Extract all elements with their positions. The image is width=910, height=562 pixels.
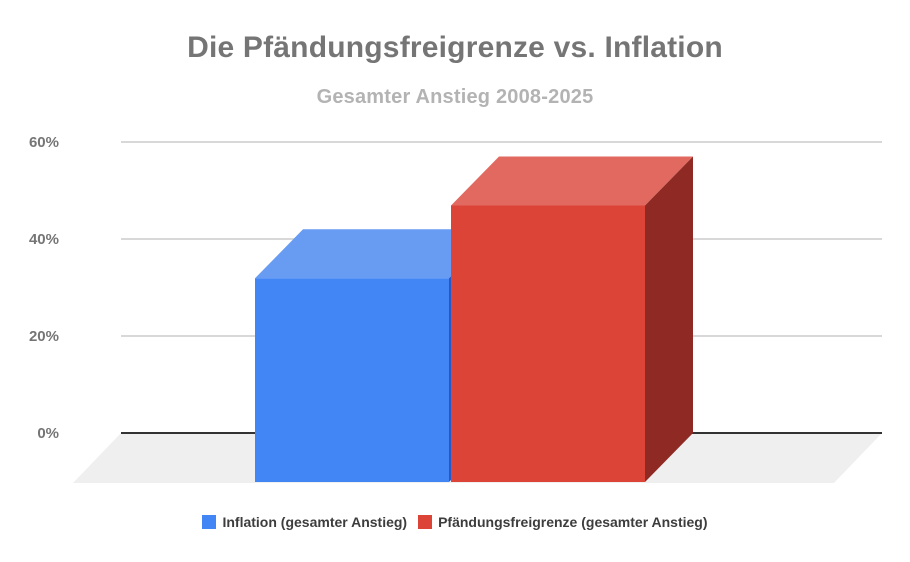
y-tick-60: 60% [29, 134, 59, 151]
y-tick-40: 40% [29, 231, 59, 248]
bar-1-side-face[interactable] [645, 156, 693, 483]
legend-label-inflation: Inflation (gesamter Anstieg) [222, 514, 408, 530]
legend-item-inflation[interactable]: Inflation (gesamter Anstieg) [202, 514, 407, 530]
bar-1-top-face[interactable] [451, 156, 693, 206]
legend-swatch-blue-icon [202, 515, 217, 529]
chart-legend: Inflation (gesamter Anstieg) Pfändungsfr… [0, 514, 910, 530]
y-tick-20: 20% [29, 328, 59, 345]
bars-group [255, 156, 693, 483]
bar-0-top-face[interactable] [255, 229, 497, 279]
chart-subtitle: Gesamter Anstieg 2008-2025 [316, 86, 594, 108]
legend-swatch-red-icon [418, 515, 433, 529]
chart-title: Die Pfändungsfreigrenze vs. Inflation [187, 31, 723, 64]
y-axis-labels: 60% 40% 20% 0% [29, 134, 59, 442]
y-tick-0: 0% [37, 425, 59, 442]
bar-1-front-face[interactable] [451, 205, 645, 483]
bar-0-front-face[interactable] [255, 278, 449, 482]
legend-item-pfaendungsfreigrenze[interactable]: Pfändungsfreigrenze (gesamter Anstieg) [418, 514, 708, 530]
legend-label-pfaendungsfreigrenze: Pfändungsfreigrenze (gesamter Anstieg) [438, 514, 708, 530]
